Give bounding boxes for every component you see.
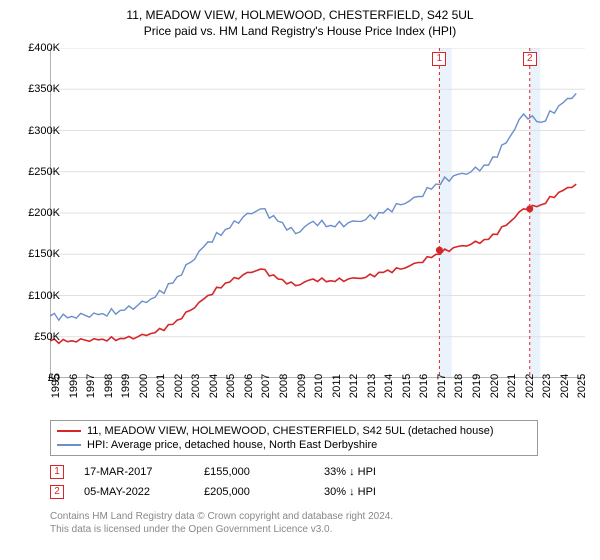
attribution-line: Contains HM Land Registry data © Crown c… [50, 510, 393, 523]
legend-swatch [57, 444, 81, 446]
legend: 11, MEADOW VIEW, HOLMEWOOD, CHESTERFIELD… [50, 420, 538, 456]
x-tick-label: 2014 [383, 374, 395, 398]
chart-marker-badge: 1 [432, 52, 446, 66]
y-tick-label: £200K [10, 207, 60, 219]
transaction-date: 17-MAR-2017 [84, 466, 184, 478]
transaction-delta: 30% ↓ HPI [324, 486, 424, 498]
x-tick-label: 2000 [138, 374, 150, 398]
table-row: 2 05-MAY-2022 £205,000 30% ↓ HPI [50, 482, 424, 502]
legend-label: HPI: Average price, detached house, Nort… [87, 439, 377, 451]
transaction-price: £205,000 [204, 486, 304, 498]
chart-subtitle: Price paid vs. HM Land Registry's House … [0, 22, 600, 38]
x-tick-label: 1997 [85, 374, 97, 398]
x-tick-label: 2007 [260, 374, 272, 398]
chart-svg [50, 48, 585, 378]
marker-badge: 1 [50, 465, 64, 479]
x-tick-label: 1999 [120, 374, 132, 398]
x-tick-label: 2013 [366, 374, 378, 398]
x-tick-label: 2008 [278, 374, 290, 398]
x-tick-label: 2006 [243, 374, 255, 398]
chart-container: 11, MEADOW VIEW, HOLMEWOOD, CHESTERFIELD… [0, 0, 600, 560]
transaction-table: 1 17-MAR-2017 £155,000 33% ↓ HPI 2 05-MA… [50, 462, 424, 502]
legend-swatch [57, 430, 81, 432]
transaction-price: £155,000 [204, 466, 304, 478]
x-tick-label: 2001 [155, 374, 167, 398]
legend-item: 11, MEADOW VIEW, HOLMEWOOD, CHESTERFIELD… [57, 424, 531, 438]
marker-badge: 2 [50, 485, 64, 499]
attribution-text: Contains HM Land Registry data © Crown c… [50, 510, 393, 536]
x-tick-label: 2015 [401, 374, 413, 398]
transaction-date: 05-MAY-2022 [84, 486, 184, 498]
chart-title: 11, MEADOW VIEW, HOLMEWOOD, CHESTERFIELD… [0, 0, 600, 22]
x-tick-label: 2024 [559, 374, 571, 398]
x-tick-label: 2003 [190, 374, 202, 398]
y-tick-label: £50K [10, 331, 60, 343]
x-tick-label: 2022 [524, 374, 536, 398]
x-tick-label: 2016 [418, 374, 430, 398]
x-tick-label: 2025 [576, 374, 588, 398]
y-tick-label: £300K [10, 125, 60, 137]
x-tick-label: 1995 [50, 374, 62, 398]
x-tick-label: 1996 [68, 374, 80, 398]
x-tick-label: 2017 [436, 374, 448, 398]
transaction-delta: 33% ↓ HPI [324, 466, 424, 478]
x-tick-label: 2018 [453, 374, 465, 398]
chart-plot-area [50, 48, 585, 378]
attribution-line: This data is licensed under the Open Gov… [50, 523, 393, 536]
x-tick-label: 2023 [541, 374, 553, 398]
x-tick-label: 2020 [489, 374, 501, 398]
y-tick-label: £100K [10, 290, 60, 302]
x-tick-label: 2005 [225, 374, 237, 398]
x-tick-label: 2004 [208, 374, 220, 398]
y-tick-label: £350K [10, 83, 60, 95]
x-tick-label: 2019 [471, 374, 483, 398]
x-tick-label: 2002 [173, 374, 185, 398]
y-tick-label: £150K [10, 248, 60, 260]
legend-item: HPI: Average price, detached house, Nort… [57, 438, 531, 452]
x-tick-label: 1998 [103, 374, 115, 398]
x-tick-label: 2011 [331, 374, 343, 398]
chart-marker-badge: 2 [523, 52, 537, 66]
x-tick-label: 2009 [296, 374, 308, 398]
table-row: 1 17-MAR-2017 £155,000 33% ↓ HPI [50, 462, 424, 482]
x-tick-label: 2010 [313, 374, 325, 398]
x-tick-label: 2021 [506, 374, 518, 398]
y-tick-label: £400K [10, 42, 60, 54]
x-tick-label: 2012 [348, 374, 360, 398]
y-tick-label: £250K [10, 166, 60, 178]
legend-label: 11, MEADOW VIEW, HOLMEWOOD, CHESTERFIELD… [87, 425, 494, 437]
